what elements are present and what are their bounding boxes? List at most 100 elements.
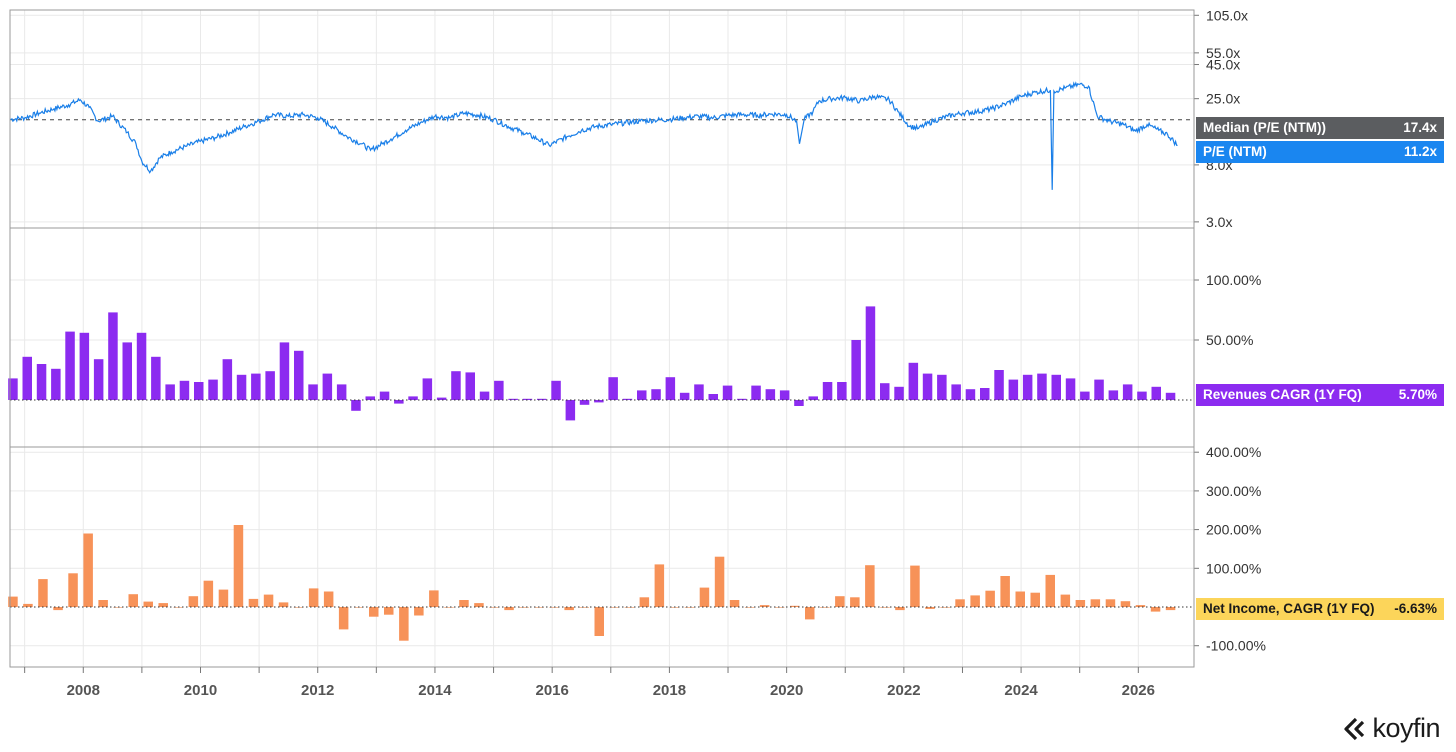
revenue-tick-label: 100.00%: [1206, 272, 1261, 288]
net-income-bar: [774, 607, 785, 608]
net-income-bar: [218, 589, 229, 607]
net-income-bar: [444, 607, 454, 608]
pe-ntm-line: [9, 81, 1178, 190]
revenue-bar: [722, 385, 733, 400]
revenue-bar: [779, 390, 790, 400]
revenue-bar: [1022, 374, 1033, 400]
median-pe-value: 17.4x: [1403, 120, 1437, 135]
revenue-bar: [637, 390, 647, 400]
revenue-bar: [379, 391, 390, 400]
revenue-bar: [608, 377, 618, 400]
revenue-bar: [1122, 384, 1133, 400]
revenue-bar: [165, 384, 175, 400]
revenue-bar: [279, 342, 290, 400]
net-income-bar: [323, 591, 334, 607]
revenue-bar: [808, 396, 818, 400]
net-income-bar: [699, 587, 710, 607]
net-income-bar: [459, 600, 469, 607]
revenue-bar: [965, 389, 976, 400]
revenue-bar: [665, 377, 676, 400]
revenue-bar: [365, 396, 375, 400]
net-income-bar: [639, 597, 650, 607]
net-income-bar: [1000, 576, 1010, 607]
net-income-bar: [1120, 601, 1131, 607]
net-income-bar: [429, 590, 439, 607]
net-income-bar: [504, 607, 514, 611]
net-income-bar: [940, 607, 950, 608]
revenue-bar: [465, 372, 475, 400]
net-income-bar: [338, 607, 349, 630]
revenue-bar: [351, 400, 361, 411]
x-tick-label: 2020: [770, 682, 803, 699]
net-income-bar: [308, 588, 319, 607]
revenue-bar: [108, 312, 118, 400]
revenue-bar: [479, 391, 490, 400]
revenue-bar: [937, 374, 947, 400]
revenue-bar: [422, 378, 433, 400]
net-income-bar: [233, 525, 244, 607]
net-income-bar: [38, 579, 48, 607]
revenue-bar: [1108, 390, 1119, 400]
revenue-bar: [522, 398, 533, 400]
revenue-bar: [765, 389, 776, 400]
x-tick-label: 2014: [418, 682, 452, 699]
pe-tick-label: 25.0x: [1206, 91, 1240, 107]
net-income-bar: [835, 596, 845, 607]
x-tick-label: 2022: [887, 682, 920, 699]
net-income-bar: [820, 607, 830, 608]
revenue-bar: [408, 396, 418, 400]
koyfin-logo: koyfin: [1342, 713, 1440, 744]
net-income-bar: [248, 598, 259, 607]
net-income-bar: [910, 565, 920, 607]
net-income-bar: [1090, 599, 1101, 607]
revenue-bar: [79, 332, 90, 400]
revenue-bar: [579, 400, 590, 405]
revenue-bar: [251, 373, 261, 400]
revenue-bar: [65, 331, 75, 400]
revenue-bar: [451, 371, 461, 400]
pe-tick-label: 55.0x: [1206, 45, 1240, 61]
revenue-bar: [322, 373, 333, 400]
net-income-bar: [278, 602, 289, 607]
revenue-bar: [179, 380, 190, 400]
net-income-bar: [83, 533, 93, 607]
revenue-bar: [236, 374, 247, 400]
revenue-bar: [908, 362, 919, 400]
revenues-cagr-badge: Revenues CAGR (1Y FQ) 5.70%: [1196, 384, 1444, 406]
grid-layer: [10, 10, 1194, 667]
revenue-bar: [122, 342, 132, 400]
net-income-bar: [1075, 600, 1086, 607]
net-income-tick-label: 200.00%: [1206, 522, 1261, 538]
net-income-bar: [955, 599, 965, 607]
revenue-bar: [51, 368, 61, 400]
revenue-panel: [8, 306, 1194, 421]
x-tick-label: 2024: [1004, 682, 1038, 699]
revenues-cagr-label: Revenues CAGR (1Y FQ): [1203, 387, 1362, 402]
net-income-bar: [1165, 607, 1176, 611]
median-pe-label: Median (P/E (NTM)): [1203, 120, 1326, 135]
revenue-bar: [36, 364, 47, 400]
median-pe-badge: Median (P/E (NTM)) 17.4x: [1196, 117, 1444, 139]
koyfin-logo-icon: [1344, 717, 1365, 740]
revenue-bar: [1008, 379, 1019, 400]
net-income-bar: [519, 607, 529, 608]
net-income-bar: [68, 573, 78, 607]
chart-frame: [9, 9, 1195, 668]
revenue-bar: [136, 332, 147, 400]
net-income-bar: [759, 605, 770, 607]
pe-panel: [9, 81, 1194, 190]
x-tick-label: 2018: [653, 682, 686, 699]
net-income-bar: [850, 597, 860, 607]
revenue-bar: [651, 389, 661, 400]
net-income-bar: [158, 603, 168, 607]
pe-ntm-label: P/E (NTM): [1203, 144, 1267, 159]
revenue-bar: [1165, 392, 1176, 400]
revenue-bar: [8, 378, 18, 400]
net-income-bar: [128, 594, 138, 607]
net-income-tick-label: 300.00%: [1206, 483, 1261, 499]
net-income-bar: [895, 607, 905, 611]
revenue-bar: [494, 380, 504, 400]
revenue-tick-label: 50.00%: [1206, 332, 1253, 348]
revenue-bar: [594, 400, 604, 403]
